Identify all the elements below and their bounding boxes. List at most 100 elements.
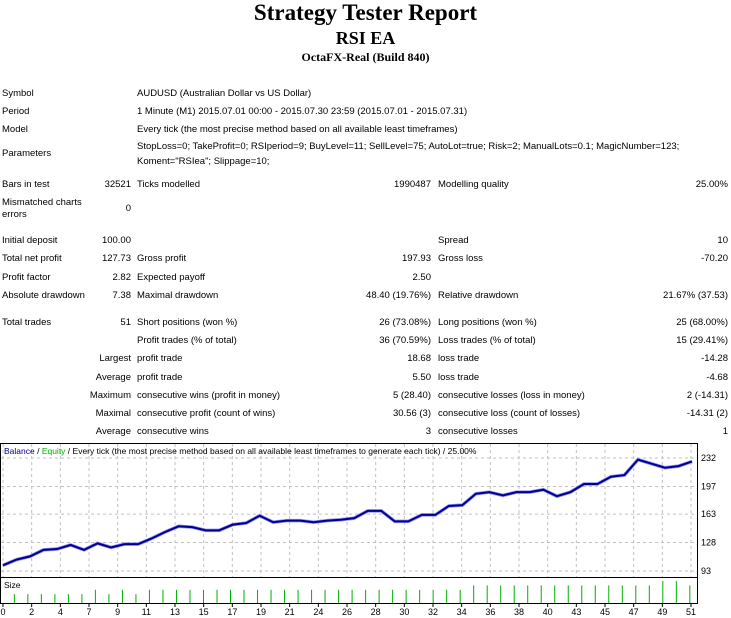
info-label: Parameters [2, 148, 52, 159]
server-build: OctaFX-Real (Build 840) [301, 50, 430, 64]
stat-label: consecutive profit (count of wins) [137, 408, 276, 419]
stat-value: 30.56 (3) [392, 408, 431, 419]
stat-value: 2.50 [412, 272, 432, 283]
stat-value: 197.93 [401, 253, 431, 264]
stat-value: 21.67% (37.53) [663, 290, 728, 301]
stat-label: consecutive losses (loss in money) [438, 390, 585, 401]
info-value: Every tick (the most precise method base… [137, 124, 458, 135]
x-tick-label: 51 [686, 607, 696, 617]
stat-label: Modelling quality [438, 179, 509, 190]
x-tick-label: 40 [543, 607, 553, 617]
x-tick-label: 24 [313, 607, 323, 617]
stat-label: Average [95, 426, 131, 437]
x-tick-label: 43 [571, 607, 581, 617]
stat-value: 25.00% [695, 179, 728, 190]
stat-label: Maximum [89, 390, 131, 401]
stat-value: 18.68 [407, 353, 431, 364]
x-tick-label: 19 [256, 607, 266, 617]
x-tick-label: 38 [514, 607, 524, 617]
stat-label: Profit trades (% of total) [137, 335, 237, 346]
x-tick-label: 9 [115, 607, 120, 617]
stat-label: loss trade [438, 372, 480, 383]
legend-equity: Equity [42, 446, 66, 456]
stat-label: profit trade [137, 372, 183, 383]
x-tick-label: 2 [29, 607, 34, 617]
stat-label: Short positions (won %) [137, 317, 238, 328]
chart-legend: Balance / Equity / Every tick (the most … [4, 446, 477, 456]
x-tick-label: 45 [600, 607, 610, 617]
x-tick-label: 0 [0, 607, 5, 617]
stat-label: Expected payoff [137, 272, 205, 283]
info-value: 1 Minute (M1) 2015.07.01 00:00 - 2015.07… [137, 106, 468, 117]
legend-rest: / Every tick (the most precise method ba… [65, 446, 476, 456]
stat-value: 5 (28.40) [392, 390, 431, 401]
stat-value: -14.28 [701, 353, 728, 364]
legend-sep: / [35, 446, 42, 456]
stat-value: 3 [425, 426, 431, 437]
info-value: AUDUSD (Australian Dollar vs US Dollar) [137, 88, 312, 99]
stat-label: Initial deposit [2, 235, 58, 246]
stat-label: errors [2, 209, 27, 220]
plot-frame [0, 443, 698, 578]
stat-label: Maximal drawdown [137, 290, 219, 301]
info-value: Koment="RSIea"; Slippage=10; [137, 156, 270, 167]
stat-value: 1 [722, 426, 728, 437]
info-value: StopLoss=0; TakeProfit=0; RSIperiod=9; B… [137, 141, 680, 152]
stat-label: Gross loss [438, 253, 483, 264]
stat-value: 15 (29.41%) [676, 335, 728, 346]
stat-label: Absolute drawdown [2, 290, 85, 301]
stat-label: Largest [99, 353, 131, 364]
stat-value: 0 [125, 203, 131, 214]
legend-balance: Balance [4, 446, 35, 456]
stat-label: Total net profit [2, 253, 62, 264]
stat-value: 51 [120, 317, 131, 328]
balance-line [2, 458, 693, 567]
stat-value: 10 [717, 235, 728, 246]
x-tick-label: 7 [86, 607, 91, 617]
ea-name: RSI EA [335, 28, 396, 48]
stat-label: Gross profit [137, 253, 187, 264]
size-frame [0, 577, 698, 604]
stat-value: 2 (-14.31) [686, 390, 728, 401]
stat-label: Total trades [2, 317, 52, 328]
stat-label: Relative drawdown [438, 290, 519, 301]
stat-value: 5.50 [412, 372, 432, 383]
stat-label: Bars in test [2, 179, 50, 190]
stat-value: 100.00 [101, 235, 131, 246]
stat-label: profit trade [137, 353, 183, 364]
stat-value: 36 (70.59%) [379, 335, 431, 346]
stat-value: 25 (68.00%) [676, 317, 728, 328]
stat-value: -4.68 [706, 372, 728, 383]
y-tick-label: 163 [701, 509, 716, 519]
x-tick-label: 47 [629, 607, 639, 617]
stat-value: 127.73 [101, 253, 131, 264]
info-label: Period [2, 106, 30, 117]
stat-value: -70.20 [701, 253, 728, 264]
size-label: Size [4, 580, 21, 590]
stat-value: 2.82 [112, 272, 132, 283]
stat-label: Profit factor [2, 272, 51, 283]
balance-chart: 0 2 4 7 9 11 13 15 17 19 21 24 26 28 30 32 34 36 38 40 43 45 4… [0, 443, 716, 617]
stat-value: 32521 [104, 179, 131, 190]
stat-label: Mismatched charts [2, 197, 82, 208]
y-tick-label: 93 [701, 566, 711, 576]
x-tick-label: 15 [199, 607, 209, 617]
y-tick-label: 197 [701, 481, 716, 491]
x-tick-label: 13 [170, 607, 180, 617]
stat-label: consecutive wins [137, 426, 209, 437]
stat-value: 26 (73.08%) [379, 317, 431, 328]
stat-label: Long positions (won %) [438, 317, 537, 328]
stat-label: Spread [438, 235, 469, 246]
x-tick-label: 30 [399, 607, 409, 617]
x-tick-label: 26 [342, 607, 352, 617]
y-tick-label: 128 [701, 538, 716, 548]
x-tick-label: 21 [285, 607, 295, 617]
stat-label: consecutive wins (profit in money) [137, 390, 281, 401]
stat-label: loss trade [438, 353, 480, 364]
stat-label: Average [95, 372, 131, 383]
x-tick-label: 36 [485, 607, 495, 617]
x-tick-label: 34 [457, 607, 467, 617]
info-label: Model [2, 124, 28, 135]
x-tick-label: 11 [142, 607, 151, 617]
info-label: Symbol [2, 88, 34, 99]
